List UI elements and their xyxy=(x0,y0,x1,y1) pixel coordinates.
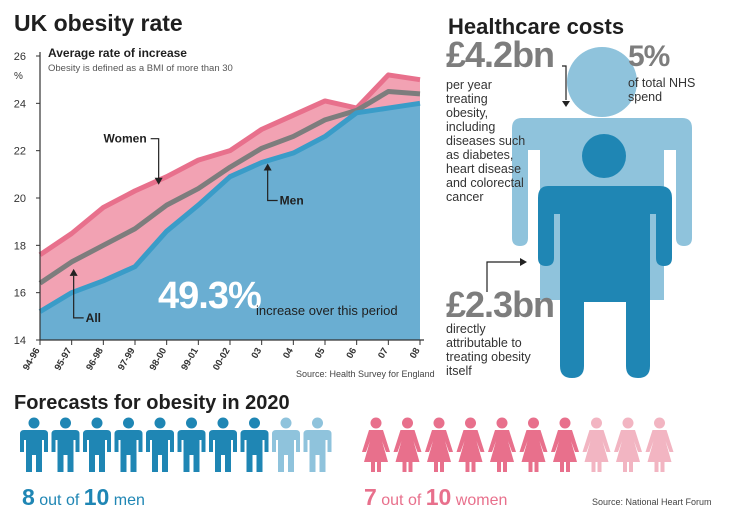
men-annotation-line xyxy=(267,170,278,202)
woman-icon xyxy=(614,417,642,472)
men-forecast-label: 8 out of 10 men xyxy=(22,484,145,511)
chart-subtitle: Obesity is defined as a BMI of more than… xyxy=(48,63,233,74)
treating-cost-value: £4.2bn xyxy=(446,34,555,75)
y-tick-label: 16 xyxy=(14,288,26,300)
woman-icon xyxy=(519,417,548,472)
x-tick-label: 07 xyxy=(376,346,391,361)
highlight-text: increase over this period xyxy=(256,303,398,318)
y-tick-label: 18 xyxy=(14,240,26,252)
man-icon xyxy=(51,417,80,472)
y-tick-label: 20 xyxy=(14,193,26,205)
woman-icon xyxy=(393,417,422,472)
woman-icon xyxy=(456,417,485,472)
men-obese-number: 8 xyxy=(22,484,35,510)
men-line xyxy=(38,100,421,314)
men-out-of: out of xyxy=(39,492,80,509)
woman-icon xyxy=(362,417,390,472)
woman-icon xyxy=(425,417,453,472)
man-icon xyxy=(209,417,237,472)
y-tick-label: 14 xyxy=(14,335,26,347)
men-annotation-label: Men xyxy=(280,194,304,208)
woman-icon xyxy=(582,417,611,472)
man-icon xyxy=(146,417,174,472)
women-annotation-arrow xyxy=(154,177,163,185)
all-annotation-label: All xyxy=(86,311,101,325)
man-icon xyxy=(303,417,332,472)
man-icon xyxy=(177,417,206,472)
woman-icon xyxy=(488,417,516,472)
direct-cost-value: £2.3bn xyxy=(446,284,555,325)
forecast-source: Source: National Heart Forum xyxy=(592,497,712,507)
man-icon xyxy=(114,417,143,472)
chart-title: Average rate of increase xyxy=(48,46,187,60)
women-out-of: out of xyxy=(381,492,422,509)
women-obese-number: 7 xyxy=(364,484,377,510)
all-annotation-line xyxy=(73,275,84,319)
nhs-share-value: 5% xyxy=(628,40,670,73)
man-icon xyxy=(272,417,300,472)
man-icon xyxy=(20,417,48,472)
men-area xyxy=(40,103,420,340)
all-annotation-arrow xyxy=(69,268,78,276)
chart-main-title: UK obesity rate xyxy=(14,10,183,36)
man-icon xyxy=(83,417,111,472)
forecast-title: Forecasts for obesity in 2020 xyxy=(14,392,290,414)
x-tick-label: 06 xyxy=(344,346,359,361)
women-annotation-line xyxy=(150,138,160,179)
woman-icon xyxy=(645,417,674,472)
women-word: women xyxy=(455,492,508,509)
chart-source: Source: Health Survey for England xyxy=(296,369,435,379)
treating-cost-text: per year treating obesity, including dis… xyxy=(446,78,526,204)
x-tick-label: 03 xyxy=(249,346,264,361)
highlight-value: 49.3% xyxy=(158,275,262,317)
women-total-number: 10 xyxy=(425,484,452,510)
woman-icon xyxy=(551,417,579,472)
healthcare-costs-title: Healthcare costs xyxy=(448,14,625,39)
x-tick-label: 08 xyxy=(408,346,423,361)
men-word: men xyxy=(113,492,145,509)
nhs-share-text: of total NHS spend xyxy=(628,76,696,104)
inner-body-figure xyxy=(538,134,672,378)
women-forecast-label: 7 out of 10 women xyxy=(364,484,507,511)
y-tick-label: 24 xyxy=(14,98,26,110)
men-total-number: 10 xyxy=(83,484,110,510)
man-icon xyxy=(240,417,269,472)
women-annotation-label: Women xyxy=(104,132,147,146)
y-axis-unit: % xyxy=(14,71,23,82)
y-tick-label: 26 xyxy=(14,51,26,63)
y-tick-label: 22 xyxy=(14,146,26,158)
men-annotation-arrow xyxy=(263,163,272,171)
direct-cost-text: directly attributable to treating obesit… xyxy=(446,322,531,378)
